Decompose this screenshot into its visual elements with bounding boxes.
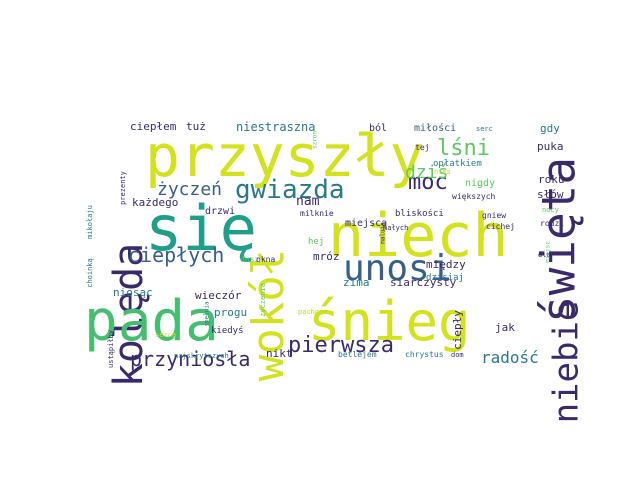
word-40: nigdy <box>465 178 495 189</box>
word-25: miłości <box>414 122 456 134</box>
word-55: okna <box>256 255 275 264</box>
word-38: tej <box>415 143 429 152</box>
word-52: dzisiaj <box>426 273 464 283</box>
word-62: jak <box>495 321 515 334</box>
word-58: progu <box>214 306 247 319</box>
word-50: siarczysty <box>390 276 457 289</box>
word-30: słów <box>537 188 564 201</box>
word-44: miejsca <box>345 218 387 229</box>
word-4: kolęda <box>106 243 152 388</box>
word-22: ciepłem <box>130 120 177 133</box>
word-72: prezenty <box>119 171 127 205</box>
word-9: unosi <box>343 248 451 289</box>
word-1: przyszły <box>145 122 424 190</box>
word-65: dom <box>451 351 464 359</box>
word-75: malują <box>380 222 387 244</box>
word-54: dusz <box>240 255 259 264</box>
word-14: dziś <box>405 162 448 183</box>
word-26: serc <box>476 125 493 133</box>
word-56: niosąc <box>113 286 153 299</box>
word-61: ciepły <box>451 310 464 350</box>
word-18: przyniosła <box>130 347 250 371</box>
word-41: większych <box>452 192 496 201</box>
word-73: spełnia <box>204 301 211 327</box>
word-19: radość <box>481 348 539 367</box>
word-34: cichej <box>486 222 515 231</box>
word-7: pada <box>84 289 219 354</box>
word-69: ustąpiłby <box>107 330 115 368</box>
word-16: ciepłych <box>128 243 224 267</box>
word-5: święta <box>532 157 586 323</box>
word-27: gdy <box>540 122 560 135</box>
word-8: śnieg <box>308 290 471 353</box>
word-66: najskrytszych <box>174 352 229 360</box>
word-33: gniew <box>482 211 506 220</box>
word-2: się <box>145 192 257 265</box>
word-48: mróz <box>313 250 340 263</box>
word-68: życzenia <box>259 283 267 317</box>
word-51: między <box>426 258 466 271</box>
word-59: kiedyś <box>211 325 244 336</box>
word-36: dla <box>538 251 551 259</box>
word-12: moc <box>408 170 448 195</box>
word-42: każdego <box>132 196 178 209</box>
word-49: zima <box>343 276 370 289</box>
word-63: betlejem <box>338 350 377 359</box>
word-24: ból <box>369 122 387 134</box>
word-46: milknie <box>300 209 334 218</box>
word-32: rodzi <box>540 219 564 228</box>
word-15: życzeń <box>157 179 222 200</box>
word-71: mikołaju <box>86 205 94 239</box>
word-13: lśni <box>437 136 490 161</box>
word-45: bliskości <box>395 208 444 219</box>
word-29: roku <box>538 173 565 186</box>
word-6: wokół <box>243 249 294 381</box>
word-53: hej <box>308 237 324 247</box>
word-21: niestraszna <box>236 120 315 134</box>
word-47: małych <box>383 224 408 232</box>
word-23: tuż <box>186 120 206 133</box>
word-20: nam <box>296 194 320 209</box>
word-43: drzwi <box>205 206 235 217</box>
word-31: nocy <box>542 206 559 214</box>
word-39: nieś <box>434 168 451 176</box>
word-11: gwiazda <box>235 175 345 205</box>
word-37: opłatkiem <box>433 159 482 169</box>
word-57: wieczór <box>195 289 242 302</box>
word-3: niech <box>328 201 509 271</box>
word-60: nikt <box>266 347 293 360</box>
word-28: puka <box>537 140 564 153</box>
word-74: serca <box>155 331 176 339</box>
word-64: chrystus <box>405 350 444 359</box>
word-17: pierwsza <box>288 333 394 358</box>
word-70: choinką <box>86 258 94 288</box>
word-35: miejsc <box>545 241 552 263</box>
word-10: niebie <box>547 301 587 424</box>
word-76: szron <box>312 131 319 149</box>
word-67: pachnie <box>298 308 328 316</box>
